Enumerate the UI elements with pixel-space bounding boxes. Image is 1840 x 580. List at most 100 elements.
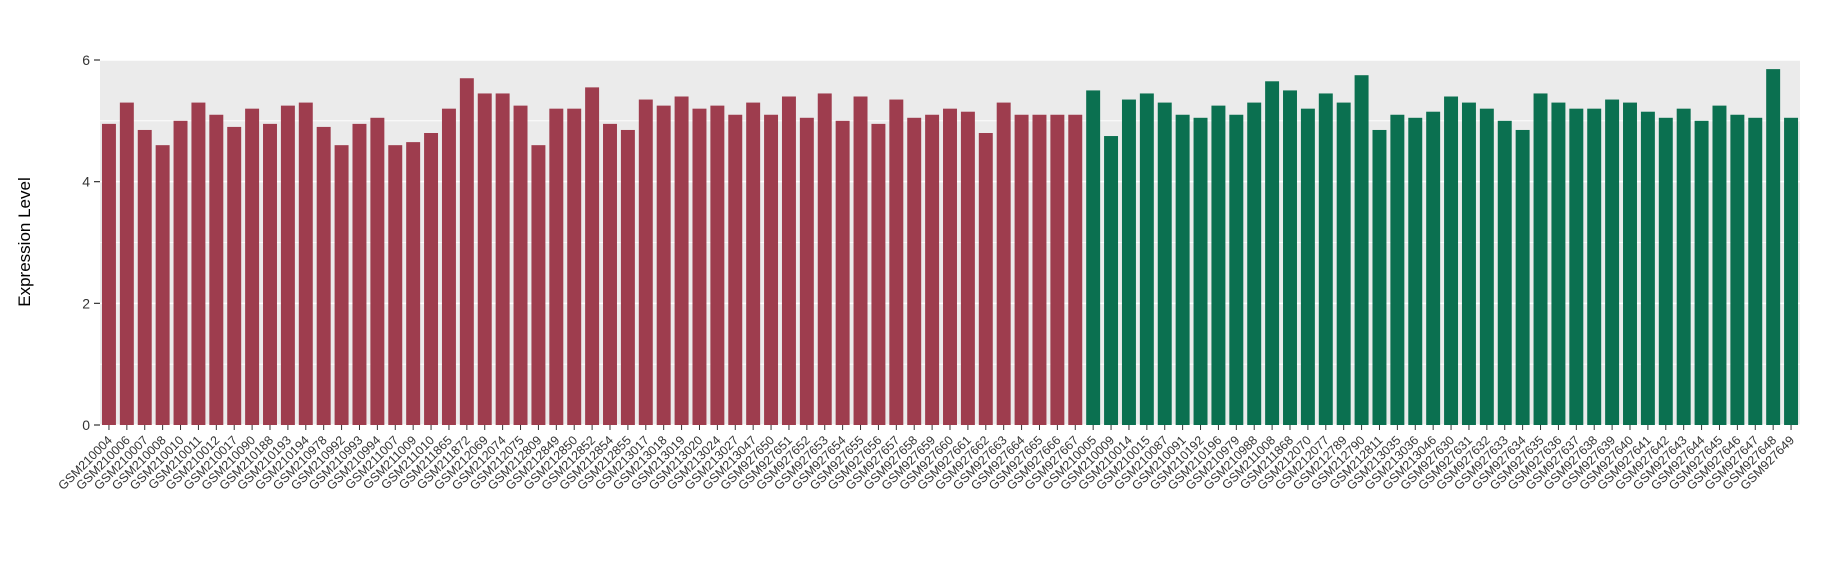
bar [263, 123, 277, 425]
bar [298, 102, 313, 425]
bar [209, 114, 224, 425]
bars [101, 69, 1799, 426]
bar [638, 99, 653, 426]
bar [1265, 81, 1280, 426]
bar [513, 105, 528, 425]
bar [1658, 117, 1673, 426]
bar [388, 145, 403, 425]
bar [1139, 93, 1154, 425]
bar [978, 133, 993, 425]
bar [603, 123, 617, 425]
bar [245, 108, 260, 426]
bar [137, 129, 152, 426]
bar [1444, 96, 1459, 425]
bar [1587, 108, 1602, 426]
bar [710, 105, 725, 425]
bar [119, 102, 134, 425]
bar [1426, 111, 1441, 425]
bar [1283, 90, 1297, 426]
bar [1515, 129, 1530, 426]
bar [1479, 108, 1494, 426]
bar [1676, 108, 1691, 426]
y-axis-ticks: 0 2 4 6 [82, 52, 100, 433]
bar [907, 117, 922, 426]
bar [1694, 120, 1709, 425]
bar [173, 120, 188, 425]
bar [674, 96, 689, 425]
bar [1730, 114, 1745, 425]
y-tick-label: 2 [82, 295, 90, 311]
bar [1623, 102, 1637, 425]
bar [406, 142, 421, 425]
y-tick-label: 6 [82, 52, 90, 68]
bar [1068, 114, 1083, 425]
bar [925, 114, 940, 425]
bar [1354, 75, 1369, 425]
bar [853, 96, 868, 425]
bar [1569, 108, 1584, 426]
bar [1640, 111, 1655, 425]
bar [567, 108, 582, 426]
bar [334, 145, 349, 425]
y-tick-label: 4 [82, 174, 90, 190]
bar [1193, 117, 1208, 426]
bar [1247, 102, 1262, 425]
bar [1712, 105, 1727, 425]
bar [764, 114, 779, 425]
bar [585, 87, 600, 425]
bar [1086, 90, 1101, 426]
bar [960, 111, 975, 425]
bar [1784, 117, 1799, 426]
bar [316, 126, 331, 426]
bar [1372, 129, 1387, 426]
bar [1157, 102, 1172, 425]
bar [656, 105, 671, 425]
bar [352, 123, 367, 425]
bar [889, 99, 904, 426]
bar [799, 117, 814, 426]
bar [781, 96, 796, 425]
bar [1497, 120, 1512, 425]
bar [1390, 114, 1405, 425]
bar [531, 145, 546, 425]
bar [227, 126, 242, 426]
bar [1605, 99, 1620, 426]
bar [1121, 99, 1136, 426]
y-tick-label: 0 [82, 417, 90, 433]
bar [477, 93, 492, 425]
x-axis-ticks: GSM210004GSM210006GSM210007GSM210008GSM2… [56, 425, 1797, 493]
bar [1551, 102, 1566, 425]
bar [441, 108, 456, 426]
bar [424, 133, 439, 425]
bar [1175, 114, 1190, 425]
bar [996, 102, 1011, 425]
bar [746, 102, 761, 425]
bar [495, 93, 510, 425]
bar [835, 120, 850, 425]
bar [728, 114, 743, 425]
bar [1032, 114, 1047, 425]
bar [1104, 136, 1119, 425]
y-axis-title: Expression Level [15, 177, 34, 306]
bar [1300, 108, 1315, 426]
bar [692, 108, 707, 426]
bar [620, 129, 635, 426]
bar [155, 145, 170, 425]
bar [101, 123, 116, 425]
bar [1408, 117, 1423, 426]
bar [871, 123, 886, 425]
bar [280, 105, 295, 425]
bar [459, 78, 474, 425]
bar [1050, 114, 1065, 425]
bar [1211, 105, 1226, 425]
bar [1461, 102, 1476, 425]
bar [1533, 93, 1548, 425]
bar [943, 108, 957, 426]
bar [1336, 102, 1351, 425]
bar [1014, 114, 1029, 425]
bar [191, 102, 206, 425]
bar [1229, 114, 1244, 425]
bar [370, 117, 385, 426]
